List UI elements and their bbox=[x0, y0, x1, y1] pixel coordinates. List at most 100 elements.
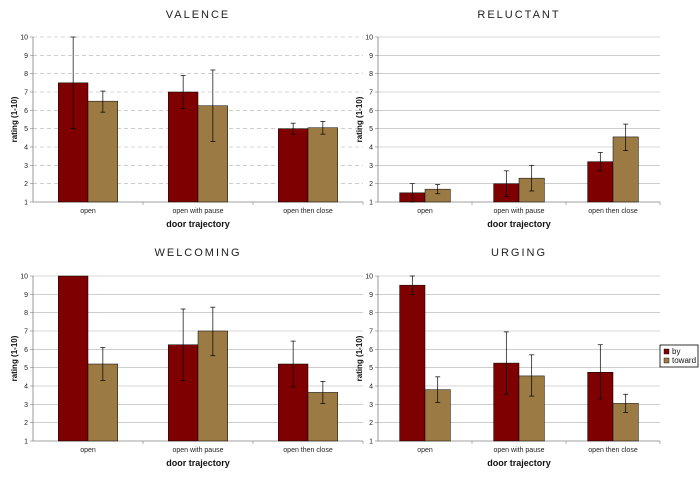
y-tick-label: 2 bbox=[24, 420, 28, 427]
bar-by-open bbox=[58, 275, 89, 442]
y-tick-label: 3 bbox=[24, 163, 28, 170]
chart-title: VALENCE bbox=[166, 9, 231, 21]
y-tick-label: 10 bbox=[365, 35, 373, 42]
chart-welcoming: WELCOMING 1 2 3 4 5 6 7 8 9 10 open open with pause o… bbox=[10, 247, 364, 468]
category-label: open with pause bbox=[173, 447, 224, 454]
y-tick-label: 6 bbox=[369, 347, 373, 354]
error-bar-toward-open-with-pause bbox=[529, 354, 535, 397]
y-axis-label: rating (1-10) bbox=[10, 335, 19, 381]
y-tick-label: 7 bbox=[24, 90, 28, 97]
error-bar-by-open-then-close bbox=[597, 152, 603, 172]
y-tick-label: 7 bbox=[369, 329, 373, 336]
bar-toward-open-then-close bbox=[307, 127, 338, 203]
y-tick-label: 10 bbox=[20, 35, 28, 42]
error-bar-toward-open bbox=[435, 184, 441, 195]
bar-toward-open-with-pause bbox=[197, 105, 228, 203]
y-tick-label: 10 bbox=[20, 274, 28, 281]
x-axis-label: door trajectory bbox=[166, 458, 230, 468]
legend-swatch-by bbox=[663, 348, 670, 355]
chart-title: URGING bbox=[491, 247, 547, 259]
y-tick-label: 9 bbox=[24, 53, 28, 60]
error-bar-toward-open-with-pause bbox=[529, 164, 535, 192]
y-tick-label: 7 bbox=[369, 90, 373, 97]
category-label: open then close bbox=[283, 208, 333, 215]
error-bar-by-open-then-close bbox=[597, 344, 603, 400]
y-tick-label: 1 bbox=[24, 200, 28, 207]
error-bar-toward-open-then-close bbox=[623, 393, 629, 413]
y-tick-label: 3 bbox=[369, 402, 373, 409]
chart-reluctant: RELUCTANT 1 2 3 4 5 6 7 8 9 10 open open with pause o… bbox=[355, 9, 661, 229]
error-bar-by-open bbox=[409, 183, 415, 203]
legend-swatch-toward bbox=[663, 357, 670, 364]
category-label: open with pause bbox=[494, 447, 545, 454]
error-bar-by-open bbox=[70, 36, 76, 130]
category-label: open bbox=[417, 208, 433, 215]
chart-valence: VALENCE 1 2 3 4 5 6 7 8 9 10 open open with pause ope… bbox=[10, 9, 364, 229]
category-label: open with pause bbox=[494, 208, 545, 215]
error-bar-by-open-with-pause bbox=[503, 170, 509, 197]
y-tick-label: 8 bbox=[24, 71, 28, 78]
category-label: open bbox=[80, 208, 96, 215]
y-tick-label: 3 bbox=[24, 402, 28, 409]
y-tick-label: 5 bbox=[24, 126, 28, 133]
y-tick-label: 5 bbox=[24, 365, 28, 372]
error-bar-by-open-then-close bbox=[290, 340, 296, 388]
x-axis-label: door trajectory bbox=[487, 458, 551, 468]
y-tick-label: 6 bbox=[369, 108, 373, 115]
error-bar-toward-open bbox=[100, 347, 106, 381]
category-label: open with pause bbox=[173, 208, 224, 215]
y-tick-label: 10 bbox=[365, 274, 373, 281]
y-tick-label: 1 bbox=[369, 439, 373, 446]
bar-toward-open bbox=[87, 100, 118, 203]
x-axis-label: door trajectory bbox=[487, 219, 551, 229]
y-tick-label: 2 bbox=[369, 420, 373, 427]
y-tick-label: 8 bbox=[24, 310, 28, 317]
y-tick-label: 9 bbox=[369, 292, 373, 299]
error-bar-toward-open-with-pause bbox=[210, 69, 216, 142]
error-bar-by-open-then-close bbox=[290, 122, 296, 135]
legend: by toward bbox=[659, 344, 699, 368]
error-bar-toward-open-then-close bbox=[320, 381, 326, 404]
x-axis-label: door trajectory bbox=[166, 219, 230, 229]
y-tick-label: 6 bbox=[24, 347, 28, 354]
chart-urging: URGING 1 2 3 4 5 6 7 8 9 10 open open with pause open… bbox=[355, 247, 661, 468]
category-label: open then close bbox=[283, 447, 333, 454]
error-bar-by-open-with-pause bbox=[180, 308, 186, 381]
chart-title: WELCOMING bbox=[154, 247, 241, 259]
y-axis-label: rating (1-10) bbox=[10, 96, 19, 142]
bar-by-open-then-close bbox=[278, 128, 309, 203]
y-tick-label: 8 bbox=[369, 310, 373, 317]
error-bar-by-open-with-pause bbox=[503, 331, 509, 395]
bar-by-open bbox=[399, 284, 426, 442]
y-axis-label: rating (1-10) bbox=[355, 96, 364, 142]
error-bar-toward-open-with-pause bbox=[210, 306, 216, 357]
y-axis-label: rating (1-10) bbox=[355, 335, 364, 381]
error-bar-toward-open-then-close bbox=[320, 120, 326, 135]
y-tick-label: 2 bbox=[369, 181, 373, 188]
error-bar-toward-open bbox=[100, 90, 106, 113]
category-label: open then close bbox=[588, 447, 638, 454]
y-tick-label: 1 bbox=[369, 200, 373, 207]
error-bar-toward-open-then-close bbox=[623, 123, 629, 152]
legend-label-by: by bbox=[672, 347, 680, 356]
chart-title: RELUCTANT bbox=[477, 9, 560, 21]
y-tick-label: 6 bbox=[24, 108, 28, 115]
category-label: open then close bbox=[588, 208, 638, 215]
y-tick-label: 9 bbox=[369, 53, 373, 60]
y-tick-label: 1 bbox=[24, 439, 28, 446]
y-tick-label: 4 bbox=[24, 145, 28, 152]
y-tick-label: 5 bbox=[369, 126, 373, 133]
y-tick-label: 2 bbox=[24, 181, 28, 188]
bar-by-open-with-pause bbox=[168, 91, 199, 203]
error-bar-toward-open bbox=[435, 376, 441, 403]
y-tick-label: 4 bbox=[369, 384, 373, 391]
y-tick-label: 4 bbox=[369, 145, 373, 152]
legend-frame bbox=[659, 344, 699, 368]
category-label: open bbox=[417, 447, 433, 454]
y-tick-label: 3 bbox=[369, 163, 373, 170]
y-tick-label: 4 bbox=[24, 384, 28, 391]
category-label: open bbox=[80, 447, 96, 454]
y-tick-label: 9 bbox=[24, 292, 28, 299]
error-bar-by-open-with-pause bbox=[180, 75, 186, 109]
